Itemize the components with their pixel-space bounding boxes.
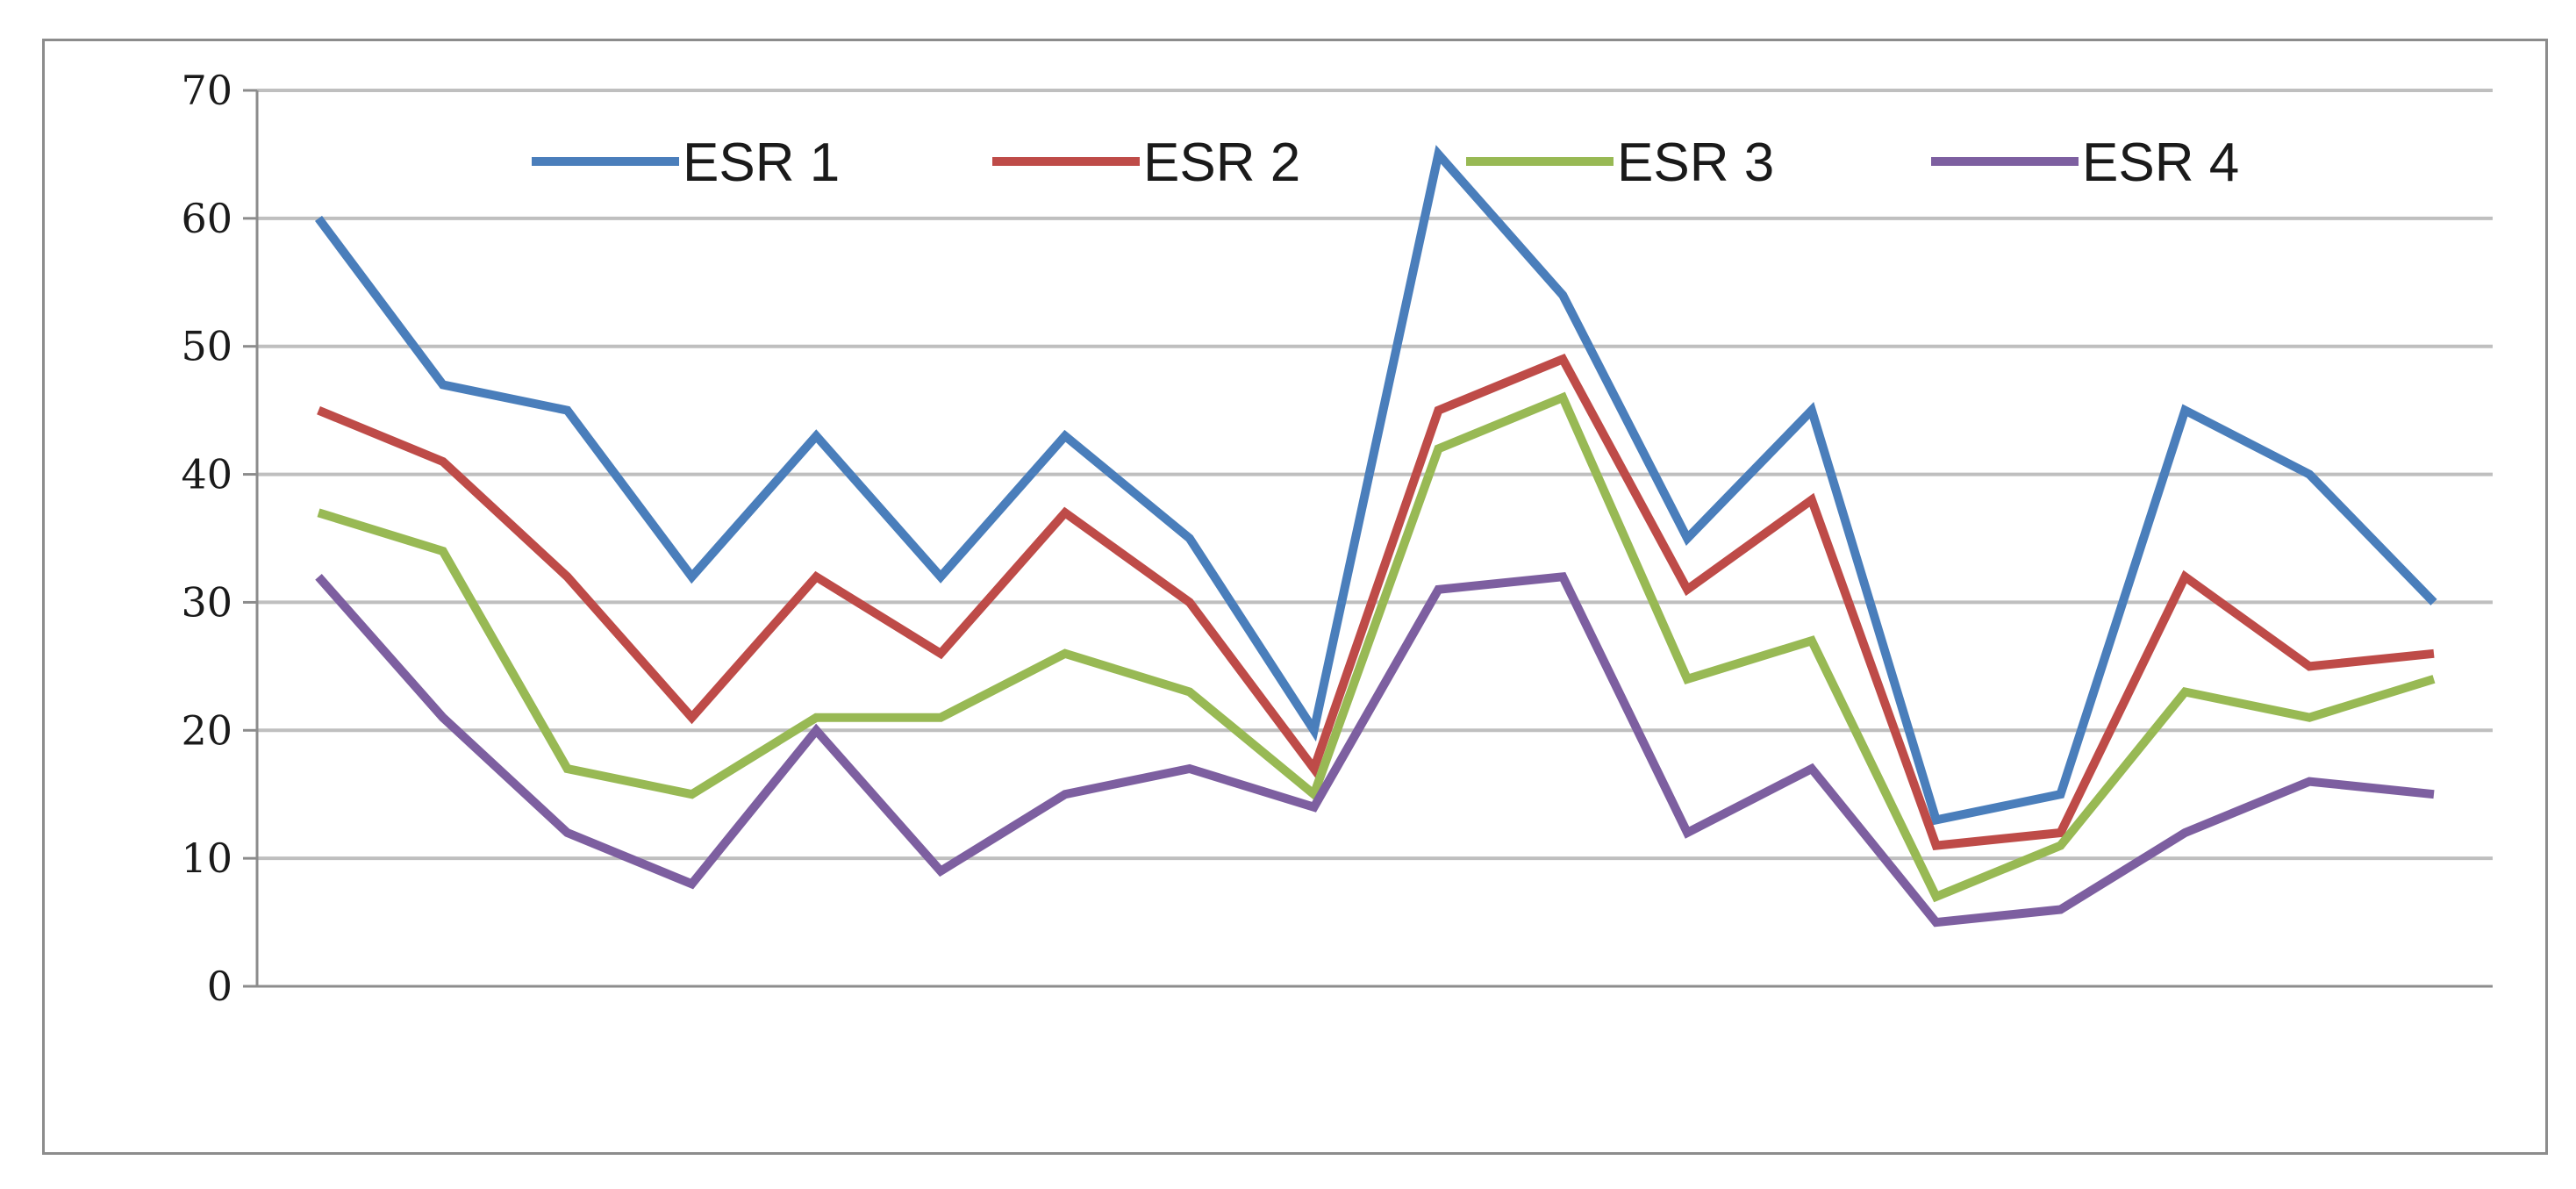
- line-chart: 0 10 20 30 40 50 60 70 ESR 1 ESR 2 ESR 3 ESR 4: [181, 67, 2493, 1010]
- series-line-4: [315, 571, 2435, 928]
- series-lines: [314, 145, 2437, 928]
- y-tick-label-30: 30: [181, 578, 233, 626]
- gridlines: [257, 89, 2493, 861]
- series-line-3: [317, 391, 2436, 903]
- y-tick-label-40: 40: [181, 451, 233, 498]
- legend-label-4: ESR 4: [2082, 133, 2239, 193]
- series-line-2: [317, 353, 2435, 850]
- y-tick-labels: 0 10 20 30 40 50 60 70: [181, 67, 233, 1010]
- y-tick-label-0: 0: [207, 963, 233, 1010]
- legend: ESR 1 ESR 2 ESR 3 ESR 4: [532, 133, 2239, 193]
- y-tick-label-60: 60: [181, 195, 233, 242]
- y-tick-label-20: 20: [181, 706, 233, 754]
- legend-label-1: ESR 1: [683, 133, 840, 193]
- legend-label-3: ESR 3: [1617, 133, 1774, 193]
- y-tick-label-70: 70: [181, 67, 233, 114]
- y-tick-label-10: 10: [181, 834, 233, 882]
- chart-frame: 0 10 20 30 40 50 60 70 ESR 1 ESR 2 ESR 3 ESR 4: [42, 39, 2548, 1155]
- axes: [243, 89, 2493, 988]
- legend-label-2: ESR 2: [1143, 133, 1300, 193]
- series-line-1: [314, 145, 2437, 826]
- y-tick-label-50: 50: [181, 323, 233, 370]
